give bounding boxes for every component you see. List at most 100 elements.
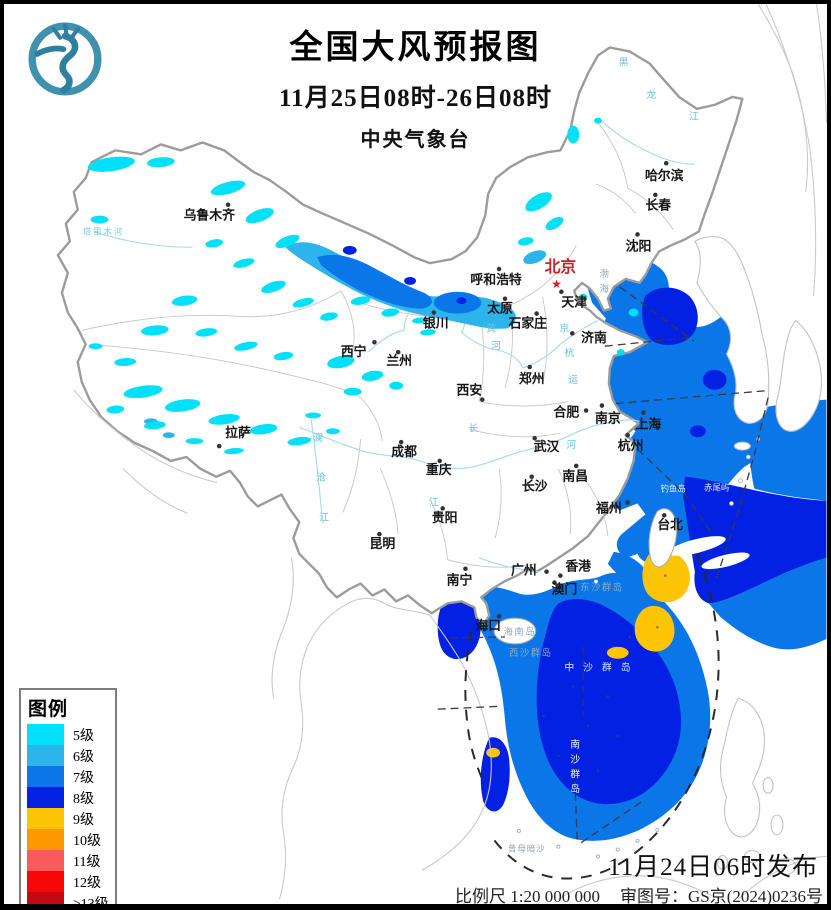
map-label: 南沙群岛 bbox=[570, 738, 582, 796]
city-dot bbox=[599, 403, 605, 408]
map-label: 钓鱼岛 bbox=[661, 484, 686, 494]
city-label: 哈尔滨 bbox=[645, 168, 684, 183]
map-label: 杭 bbox=[564, 346, 574, 359]
legend-item-label: 7级 bbox=[73, 770, 94, 786]
map-label: 运 bbox=[568, 374, 578, 386]
cma-dragon-logo-icon bbox=[28, 22, 102, 96]
city-marker: 武汉 bbox=[532, 435, 560, 454]
city-marker: 太原 bbox=[487, 296, 513, 316]
city-dot bbox=[479, 397, 485, 402]
city-capital-beijing: ★北京 bbox=[545, 257, 577, 291]
city-dot bbox=[583, 408, 589, 413]
city-dot bbox=[502, 296, 508, 302]
city-dot bbox=[431, 310, 437, 315]
map-label: 澜 bbox=[313, 432, 323, 444]
city-dot bbox=[440, 506, 445, 511]
city-label: 呼和浩特 bbox=[470, 272, 522, 287]
city-label: 太原 bbox=[487, 301, 513, 316]
legend-item: 9级 bbox=[27, 808, 115, 829]
city-label: 西宁 bbox=[341, 344, 367, 359]
maritime-dashed-lines bbox=[437, 286, 769, 880]
vietnam-coast bbox=[421, 614, 492, 871]
city-marker: 广州 bbox=[511, 563, 549, 578]
legend-title: 图例 bbox=[28, 699, 69, 720]
city-label: 昆明 bbox=[370, 536, 396, 551]
legend-color-swatch bbox=[27, 829, 64, 850]
legend-item: 10级 bbox=[27, 829, 115, 850]
taiwan-outline bbox=[648, 508, 678, 568]
china-wind-map: 黑龙江渤海塔里木河黄河长江京杭运河澜沧江东沙群岛海南岛西沙群岛中沙群岛南沙群岛曾… bbox=[56, 4, 827, 900]
map-scale: 比例尺 1:20 000 000 bbox=[455, 887, 600, 906]
kyushu-outline bbox=[775, 319, 823, 432]
map-label: 长 bbox=[468, 422, 478, 434]
map-label: 西沙群岛 bbox=[509, 647, 552, 658]
city-marker: 天津 bbox=[559, 289, 587, 310]
map-label: 塔里木河 bbox=[83, 226, 124, 236]
city-dot bbox=[377, 531, 382, 537]
map-label: 渤海 bbox=[599, 268, 610, 294]
legend-item-label: 8级 bbox=[73, 791, 94, 807]
city-dot bbox=[437, 458, 443, 464]
legend-item: 6级 bbox=[27, 745, 115, 766]
legend-item-label: 9级 bbox=[73, 812, 94, 828]
city-label: 澳门 bbox=[551, 581, 577, 596]
city-marker: 海口 bbox=[475, 613, 502, 633]
city-label: 成都 bbox=[391, 444, 417, 459]
city-marker: 郑州 bbox=[519, 364, 545, 386]
city-label: 乌鲁木齐 bbox=[184, 208, 236, 223]
legend-item: 11级 bbox=[27, 850, 115, 871]
map-label: 沧 bbox=[316, 471, 326, 484]
map-label: 海南岛 bbox=[504, 626, 537, 637]
city-label: 济南 bbox=[581, 330, 607, 345]
legend-item: ≥13级 bbox=[27, 892, 115, 910]
city-label: 重庆 bbox=[426, 462, 452, 477]
city-label: 郑州 bbox=[519, 371, 545, 386]
city-dot bbox=[534, 311, 539, 316]
legend-item: 7级 bbox=[27, 766, 115, 787]
rivers bbox=[93, 117, 695, 573]
city-dot bbox=[641, 410, 646, 415]
city-marker: 呼和浩特 bbox=[470, 266, 522, 287]
city-dot bbox=[496, 266, 502, 272]
map-label: 黄 bbox=[486, 321, 496, 334]
nine-dash-line bbox=[492, 553, 720, 880]
capital-star-icon: ★ bbox=[551, 277, 562, 291]
city-label: 天津 bbox=[561, 295, 587, 310]
city-dot bbox=[661, 513, 667, 518]
city-label: 银川 bbox=[423, 315, 449, 330]
city-dot bbox=[552, 580, 557, 585]
city-dot bbox=[635, 232, 640, 237]
city-marker: 长春 bbox=[645, 192, 671, 213]
city-marker: 昆明 bbox=[370, 531, 396, 551]
city-dot bbox=[463, 566, 468, 571]
city-marker: 乌鲁木齐 bbox=[184, 202, 236, 223]
approval-number: 审图号：GS京(2024)0236号 bbox=[620, 887, 824, 906]
jeju-island bbox=[733, 441, 751, 451]
city-label: 贵阳 bbox=[432, 510, 458, 525]
city-dot bbox=[559, 289, 564, 295]
island-specks bbox=[516, 579, 660, 859]
city-marker: 贵阳 bbox=[432, 506, 458, 525]
city-marker: 拉萨 bbox=[216, 425, 251, 449]
map-label: 河 bbox=[491, 340, 501, 352]
city-label: 沈阳 bbox=[626, 238, 652, 253]
legend-item-label: ≥13级 bbox=[73, 896, 109, 910]
city-dot bbox=[225, 202, 231, 208]
legend-item-label: 5级 bbox=[73, 728, 94, 744]
legend-color-swatch bbox=[27, 724, 64, 745]
city-label: 香港 bbox=[564, 559, 591, 574]
city-label: 长春 bbox=[645, 198, 671, 213]
city-marker: 香港 bbox=[558, 559, 591, 578]
city-marker: 兰州 bbox=[386, 349, 412, 368]
city-label: 长沙 bbox=[522, 479, 548, 494]
city-marker: 福州 bbox=[595, 500, 630, 515]
city-dot bbox=[573, 463, 579, 469]
city-label: 石家庄 bbox=[507, 315, 547, 330]
city-marker: 合肥 bbox=[552, 404, 589, 419]
land-wind-level5 bbox=[87, 117, 639, 455]
map-label: 江 bbox=[319, 511, 329, 523]
city-dot bbox=[529, 474, 534, 480]
city-marker: 南宁 bbox=[447, 566, 473, 588]
city-dot bbox=[569, 331, 575, 336]
